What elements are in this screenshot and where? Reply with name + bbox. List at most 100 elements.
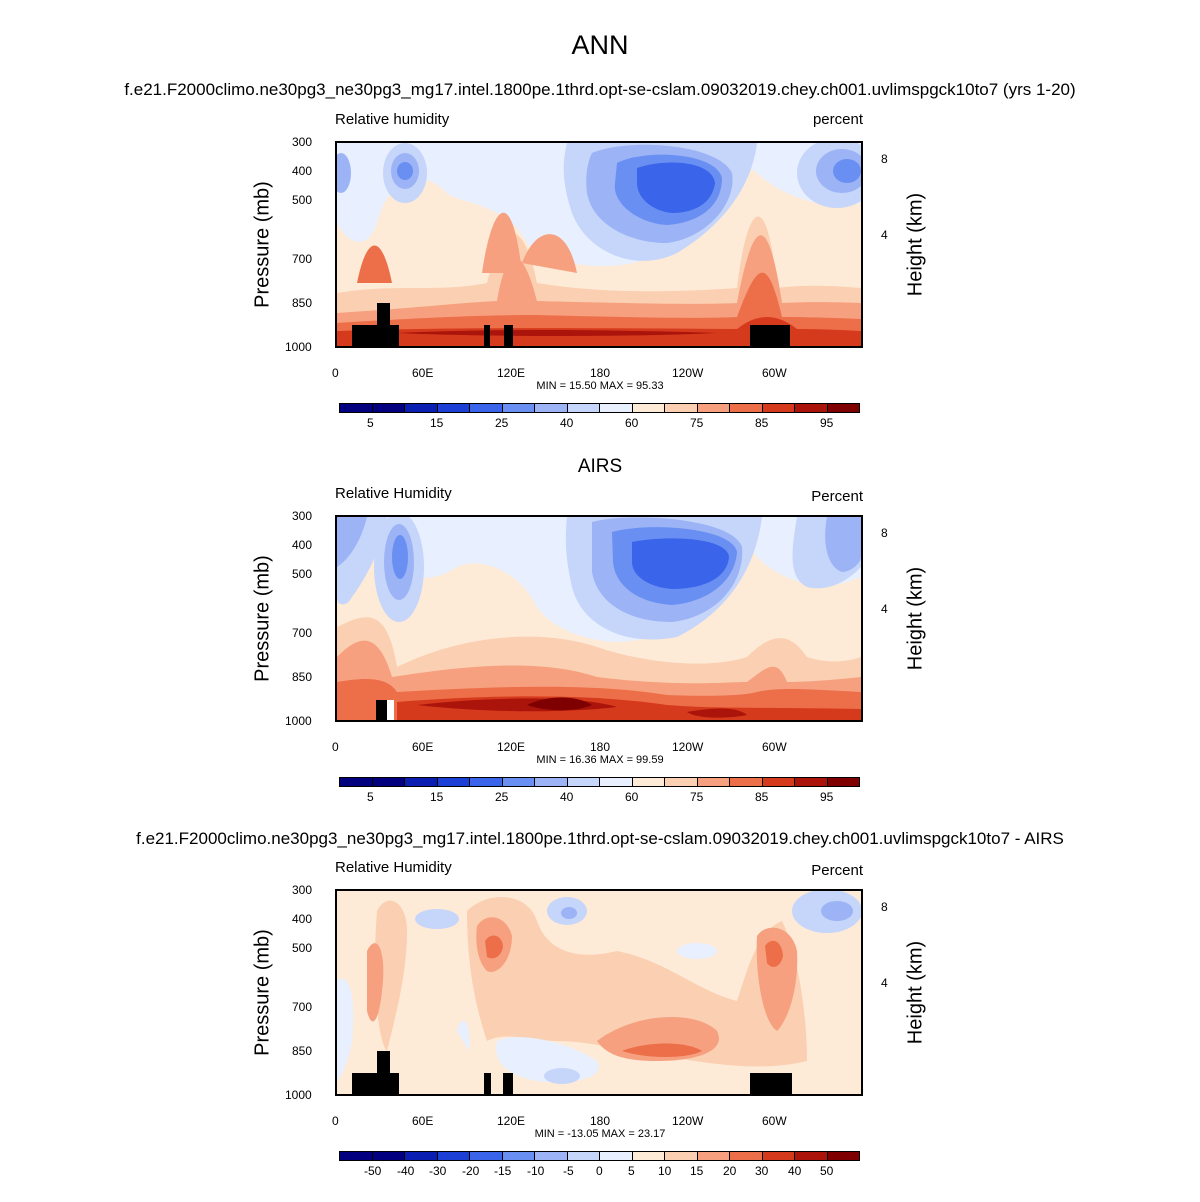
- panel-3-colorbar-label: -20: [462, 1164, 480, 1178]
- colorbar-swatch: [502, 1152, 535, 1160]
- colorbar-swatch: [502, 404, 535, 412]
- panel-3-colorbar-label: -15: [494, 1164, 512, 1178]
- panel-2-colorbar: [339, 777, 860, 787]
- panel-1-units-label: percent: [812, 111, 863, 128]
- panel-2-ytick: 400: [292, 538, 313, 552]
- panel-2-ytick: 500: [292, 567, 313, 581]
- colorbar-swatch: [632, 404, 665, 412]
- colorbar-swatch: [372, 1152, 405, 1160]
- colorbar-swatch: [632, 778, 665, 786]
- panel-1-colorbar-label: 95: [820, 416, 834, 430]
- panel-3-colorbar-label: -10: [527, 1164, 545, 1178]
- colorbar-swatch: [535, 1152, 568, 1160]
- colorbar-swatch: [730, 1152, 763, 1160]
- panel-1-y-right-axis-label: Height (km): [904, 192, 927, 297]
- panel-3-xtick: 120E: [497, 1114, 526, 1128]
- colorbar-swatch: [600, 404, 633, 412]
- colorbar-swatch: [600, 1152, 633, 1160]
- colorbar-swatch: [665, 778, 698, 786]
- panel-2-units-label: Percent: [811, 488, 863, 505]
- panel-2-variable-label: Relative Humidity: [335, 485, 452, 502]
- panel-1-ytick: 1000: [285, 340, 312, 354]
- panel-3-colorbar-label: 40: [788, 1164, 802, 1178]
- panel-2-y-axis-label: Pressure (mb): [251, 555, 274, 682]
- panel-3-xtick: 60E: [412, 1114, 434, 1128]
- colorbar-swatch: [372, 404, 405, 412]
- colorbar-swatch: [697, 1152, 730, 1160]
- panel-3-y-right-axis-label: Height (km): [904, 940, 927, 1045]
- panel-2-xtick: 180: [590, 740, 611, 754]
- panel-2-colorbar-label: 60: [625, 790, 639, 804]
- colorbar-swatch: [405, 404, 438, 412]
- panel-3-colorbar-label: 5: [628, 1164, 635, 1178]
- colorbar-swatch: [340, 778, 373, 786]
- panel-3-plot: [335, 889, 863, 1096]
- panel-2-colorbar-label: 85: [755, 790, 769, 804]
- panel-2-field: [337, 517, 861, 720]
- panel-1-colorbar-label: 85: [755, 416, 769, 430]
- panel-1-xtick: 180: [590, 366, 611, 380]
- panel-2-xtick: 60E: [412, 740, 434, 754]
- panel-2-ytick: 850: [292, 670, 313, 684]
- panel-2-xtick: 0: [332, 740, 339, 754]
- panel-3-ytick: 1000: [285, 1088, 312, 1102]
- panel-1-ytick: 850: [292, 296, 313, 310]
- panel-3-yright-tick: 8: [881, 900, 888, 914]
- main-title: ANN: [571, 30, 629, 60]
- panel-1-plot: [335, 141, 863, 348]
- panel-1-xtick: 120W: [672, 366, 704, 380]
- colorbar-swatch: [795, 1152, 828, 1160]
- panel-2-y-right-axis-label: Height (km): [904, 566, 927, 671]
- panel-3-ytick: 700: [292, 1000, 313, 1014]
- panel-2-colorbar-label: 95: [820, 790, 834, 804]
- panel-2-colorbar-label: 75: [690, 790, 704, 804]
- colorbar-swatch: [795, 778, 828, 786]
- colorbar-swatch: [535, 404, 568, 412]
- colorbar-swatch: [470, 1152, 503, 1160]
- colorbar-swatch: [437, 778, 470, 786]
- panel-1-colorbar-label: 40: [560, 416, 574, 430]
- colorbar-swatch: [470, 778, 503, 786]
- colorbar-swatch: [405, 1152, 438, 1160]
- panel-3-title: f.e21.F2000climo.ne30pg3_ne30pg3_mg17.in…: [136, 829, 1064, 848]
- panel-1-yright-tick: 4: [881, 228, 888, 242]
- panel-1-yright-tick: 8: [881, 152, 888, 166]
- panel-2-xtick: 120E: [497, 740, 526, 754]
- panel-3-ytick: 400: [292, 912, 313, 926]
- colorbar-swatch: [405, 778, 438, 786]
- panel-3-colorbar-label: 0: [596, 1164, 603, 1178]
- panel-3-xtick: 60W: [762, 1114, 787, 1128]
- colorbar-swatch: [697, 778, 730, 786]
- panel-3-ytick: 850: [292, 1044, 313, 1058]
- panel-1-ytick: 700: [292, 252, 313, 266]
- panel-3-units-label: Percent: [811, 862, 863, 879]
- panel-1-colorbar-label: 25: [495, 416, 509, 430]
- panel-3-colorbar-label: 10: [658, 1164, 672, 1178]
- panel-3-y-axis-label: Pressure (mb): [251, 929, 274, 1056]
- panel-1-colorbar-label: 60: [625, 416, 639, 430]
- colorbar-swatch: [665, 1152, 698, 1160]
- colorbar-swatch: [372, 778, 405, 786]
- colorbar-swatch: [340, 404, 373, 412]
- panel-3-variable-label: Relative Humidity: [335, 859, 452, 876]
- panel-2-colorbar-label: 25: [495, 790, 509, 804]
- colorbar-swatch: [470, 404, 503, 412]
- panel-3-ytick: 500: [292, 941, 313, 955]
- panel-1-colorbar-label: 75: [690, 416, 704, 430]
- panel-3-colorbar-label: 30: [755, 1164, 769, 1178]
- colorbar-swatch: [827, 404, 859, 412]
- panel-2-yright-tick: 8: [881, 526, 888, 540]
- colorbar-swatch: [535, 778, 568, 786]
- panel-2-xtick: 60W: [762, 740, 787, 754]
- panel-2-minmax: MIN = 16.36 MAX = 99.59: [536, 754, 664, 766]
- panel-1-ytick: 500: [292, 193, 313, 207]
- colorbar-swatch: [600, 778, 633, 786]
- panel-3-field: [337, 891, 861, 1094]
- panel-3-colorbar-label: 20: [723, 1164, 737, 1178]
- panel-1-title: f.e21.F2000climo.ne30pg3_ne30pg3_mg17.in…: [124, 80, 1076, 99]
- panel-2-plot: [335, 515, 863, 722]
- colorbar-swatch: [762, 404, 795, 412]
- panel-2-colorbar-label: 5: [367, 790, 374, 804]
- colorbar-swatch: [340, 1152, 373, 1160]
- panel-2-yright-tick: 4: [881, 602, 888, 616]
